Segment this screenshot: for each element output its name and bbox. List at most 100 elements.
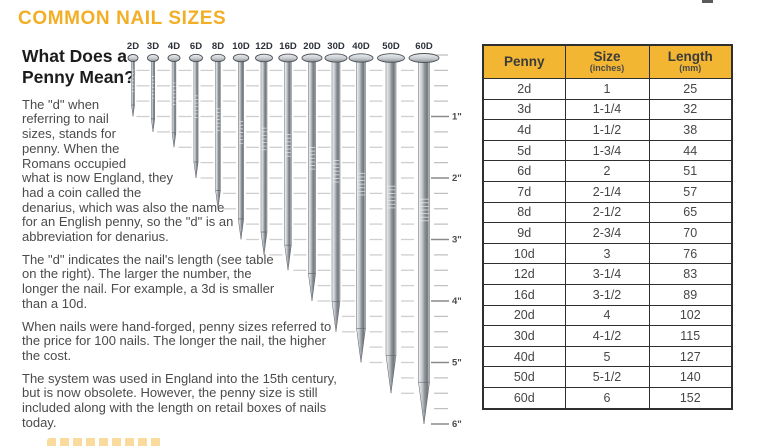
nail-label: 10D	[232, 41, 250, 52]
nail-point	[151, 118, 155, 132]
table-row: 4d 1-1/2 38	[482, 119, 733, 141]
intro-paragraph: The system was used in England into the …	[22, 370, 337, 430]
nail-16d: 16D	[278, 41, 298, 271]
intro-heading: What Does a Penny Mean?	[22, 46, 135, 88]
table-row: 20d 4 102	[482, 304, 733, 327]
table-cell: 5d	[482, 139, 566, 162]
nail-point	[418, 381, 430, 425]
nail-6d: 6D	[189, 41, 203, 179]
table-cell: 83	[648, 263, 733, 285]
table-row: 6d 2 51	[482, 160, 733, 182]
table-cell: 65	[648, 201, 733, 224]
nail-head	[189, 53, 203, 63]
table-cell: 1	[564, 78, 650, 100]
table-row: 5d 1-3/4 44	[482, 139, 733, 162]
table-cell: 4-1/2	[564, 325, 650, 347]
nail-point	[356, 328, 366, 363]
table-cell: 2-3/4	[564, 222, 650, 244]
table-cell: 6d	[482, 160, 566, 182]
nail-head	[167, 53, 181, 63]
nail-label: 16D	[279, 41, 297, 52]
table-cell: 12d	[482, 263, 566, 285]
nail-12d: 12D	[255, 41, 273, 255]
nail-40d: 40D	[348, 41, 374, 363]
nail-3d: 3D	[147, 41, 159, 132]
table-cell: 10d	[482, 242, 566, 265]
table-cell: 2-1/4	[564, 180, 650, 203]
header-title: Penny	[503, 53, 545, 69]
table-row: 10d 3 76	[482, 242, 733, 265]
nail-point	[260, 231, 268, 255]
intro-text-column: What Does a Penny Mean? The "d" when ref…	[22, 46, 346, 438]
table-cell: 115	[648, 325, 733, 347]
table-row: 9d 2-3/4 70	[482, 222, 733, 244]
nail-point	[385, 355, 397, 394]
table-cell: 32	[648, 98, 733, 121]
table-cell: 3-1/4	[564, 263, 650, 285]
table-cell: 2	[564, 160, 650, 182]
table-cell: 50d	[482, 366, 566, 388]
nail-point	[284, 244, 292, 271]
nail-10d: 10D	[232, 41, 250, 240]
table-cell: 44	[648, 139, 733, 162]
table-cell: 1-3/4	[564, 139, 650, 162]
ruler-tick-label: 1"	[452, 112, 462, 123]
table-header-cell: Penny	[482, 44, 566, 79]
nail-head	[324, 53, 348, 63]
header-subtitle: (inches)	[589, 63, 625, 74]
table-row: 30d 4-1/2 115	[482, 325, 733, 347]
table-row: 12d 3-1/4 83	[482, 263, 733, 285]
nail-head	[147, 54, 159, 63]
table-cell: 16d	[482, 283, 566, 306]
nail-label: 3D	[147, 41, 159, 52]
nail-point	[193, 161, 199, 179]
ruler-tick-label: 6"	[452, 419, 462, 430]
table-cell: 3	[564, 242, 650, 265]
table-header-cell: Size (inches)	[564, 44, 650, 79]
ruler-tick-label: 2"	[452, 173, 462, 184]
nail-shaft	[151, 59, 155, 120]
nail-head	[348, 53, 374, 63]
table-row: 2d 1 25	[482, 78, 733, 100]
intro-paragraph: The "d" indicates the nail's length (see…	[22, 251, 275, 311]
nail-shaft	[171, 59, 177, 134]
nail-head	[232, 53, 250, 63]
table-cell: 89	[648, 283, 733, 306]
table-cell: 5	[564, 345, 650, 368]
table-cell: 51	[648, 160, 733, 182]
nail-label: 20D	[303, 41, 321, 52]
nail-label: 6D	[190, 41, 202, 52]
nail-shaft	[131, 59, 135, 106]
nail-point	[131, 104, 135, 117]
table-cell: 9d	[482, 222, 566, 244]
table-row: 7d 2-1/4 57	[482, 180, 733, 203]
header-title: Size	[593, 49, 621, 65]
nail-point	[215, 190, 221, 209]
nail-label: 60D	[415, 41, 433, 52]
ruler-tick-label: 5"	[452, 358, 462, 369]
table-cell: 4d	[482, 119, 566, 141]
nail-30d: 30D	[324, 41, 348, 332]
table-cell: 6	[564, 386, 650, 410]
table-cell: 127	[648, 345, 733, 368]
nail-head	[377, 53, 405, 63]
size-table-header: Penny Size (inches) Length (mm)	[482, 44, 733, 79]
intro-paragraph: When nails were hand-forged, penny sizes…	[22, 318, 332, 363]
nail-head	[301, 53, 323, 63]
table-cell: 1-1/4	[564, 98, 650, 121]
table-cell: 25	[648, 78, 733, 100]
nail-point	[238, 218, 244, 240]
nail-shaft	[356, 59, 366, 329]
nail-label: 2D	[127, 41, 139, 52]
table-header-cell: Length (mm)	[648, 44, 733, 79]
size-table: Penny Size (inches) Length (mm) 2d 1 25 3d 1-1/4…	[482, 44, 733, 410]
table-row: 16d 3-1/2 89	[482, 283, 733, 306]
table-cell: 40d	[482, 345, 566, 368]
table-row: 3d 1-1/4 32	[482, 98, 733, 121]
nail-size-diagram: 1" 2" 3" 4" 5" 6" 2D 3D 4D 6D 8D 10D 12D 16D 20D 30D 40D…	[118, 36, 478, 440]
ruler-tick-label: 4"	[452, 296, 462, 307]
table-cell: 57	[648, 180, 733, 203]
ruler: 1" 2" 3" 4" 5" 6"	[431, 54, 462, 430]
table-cell: 7d	[482, 180, 566, 203]
